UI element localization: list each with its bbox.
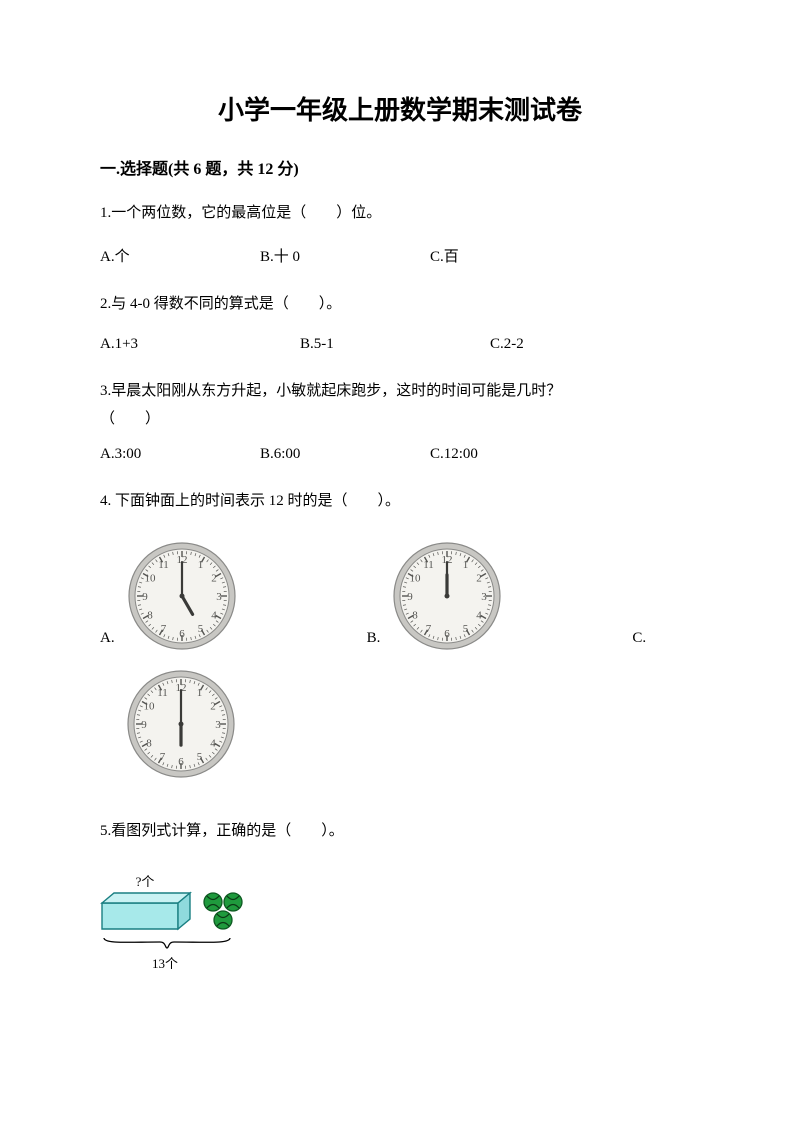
svg-text:2: 2	[477, 573, 483, 585]
svg-text:2: 2	[210, 701, 216, 713]
q4-clock-b: 123456789101112	[392, 541, 502, 651]
svg-text:4: 4	[211, 610, 217, 622]
q1-options: A.个 B.十 0 C.百	[100, 245, 700, 266]
svg-text:3: 3	[215, 719, 221, 731]
svg-text:2: 2	[211, 573, 217, 585]
q5-figure: ?个	[100, 871, 245, 972]
q2-option-c: C.2-2	[490, 336, 610, 353]
svg-text:7: 7	[426, 623, 432, 635]
q4-stem: 4. 下面钟面上的时间表示 12 时的是（ ）。	[100, 489, 700, 513]
svg-text:6: 6	[178, 756, 184, 768]
svg-text:9: 9	[142, 591, 148, 603]
q5-stem: 5.看图列式计算，正确的是（ ）。	[100, 819, 700, 843]
q2-stem: 2.与 4-0 得数不同的算式是（ ）。	[100, 292, 700, 316]
svg-text:5: 5	[197, 751, 203, 763]
svg-text:10: 10	[143, 701, 155, 713]
section-header: 一.选择题(共 6 题，共 12 分)	[100, 155, 700, 179]
q1-stem: 1.一个两位数，它的最高位是（ ）位。	[100, 201, 700, 225]
svg-text:5: 5	[197, 623, 203, 635]
q1-option-c: C.百	[430, 245, 550, 266]
svg-text:11: 11	[157, 687, 168, 699]
svg-text:6: 6	[445, 628, 451, 640]
svg-text:3: 3	[482, 591, 488, 603]
q4-option-b-label: B.	[367, 630, 381, 647]
svg-text:4: 4	[210, 738, 216, 750]
q1-option-a: A.个	[100, 245, 260, 266]
svg-text:10: 10	[410, 573, 422, 585]
svg-text:8: 8	[413, 610, 419, 622]
svg-text:5: 5	[463, 623, 469, 635]
svg-text:9: 9	[408, 591, 414, 603]
q3-option-b: B.6:00	[260, 446, 430, 463]
q2-option-b: B.5-1	[300, 336, 490, 353]
svg-text:9: 9	[141, 719, 147, 731]
q4-option-a-label: A.	[100, 630, 115, 647]
q5-balls-icon	[202, 891, 246, 936]
q3-option-a: A.3:00	[100, 446, 260, 463]
q2-options: A.1+3 B.5-1 C.2-2	[100, 336, 700, 353]
q4-option-c-label: C.	[632, 630, 646, 647]
q4-clock-row-1: A. 123456789101112 B. 123456789101112 C.	[100, 541, 700, 651]
q5-bottom-label: 13个	[100, 953, 230, 972]
page-title: 小学一年级上册数学期末测试卷	[100, 90, 700, 127]
svg-text:11: 11	[158, 559, 169, 571]
q5-box-icon	[100, 891, 194, 936]
svg-text:1: 1	[197, 559, 203, 571]
q3-option-c: C.12:00	[430, 446, 550, 463]
svg-text:1: 1	[197, 687, 203, 699]
q5-top-label: ?个	[100, 871, 190, 890]
q3-blank: （ ）	[100, 407, 700, 428]
q4-clock-row-2: 123456789101112	[100, 669, 700, 779]
svg-text:7: 7	[160, 751, 166, 763]
q3-options: A.3:00 B.6:00 C.12:00	[100, 446, 700, 463]
q1-option-b: B.十 0	[260, 245, 430, 266]
q4-clock-c: 123456789101112	[126, 669, 236, 779]
svg-text:11: 11	[424, 559, 435, 571]
q2-option-a: A.1+3	[100, 336, 300, 353]
svg-text:8: 8	[147, 610, 153, 622]
svg-text:3: 3	[216, 591, 222, 603]
svg-text:1: 1	[463, 559, 469, 571]
svg-text:7: 7	[160, 623, 166, 635]
q3-stem: 3.早晨太阳刚从东方升起，小敏就起床跑步，这时的时间可能是几时？	[100, 379, 700, 403]
svg-text:6: 6	[179, 628, 185, 640]
q4-clock-a: 123456789101112	[127, 541, 237, 651]
svg-text:8: 8	[146, 738, 152, 750]
svg-text:10: 10	[144, 573, 156, 585]
svg-text:4: 4	[477, 610, 483, 622]
